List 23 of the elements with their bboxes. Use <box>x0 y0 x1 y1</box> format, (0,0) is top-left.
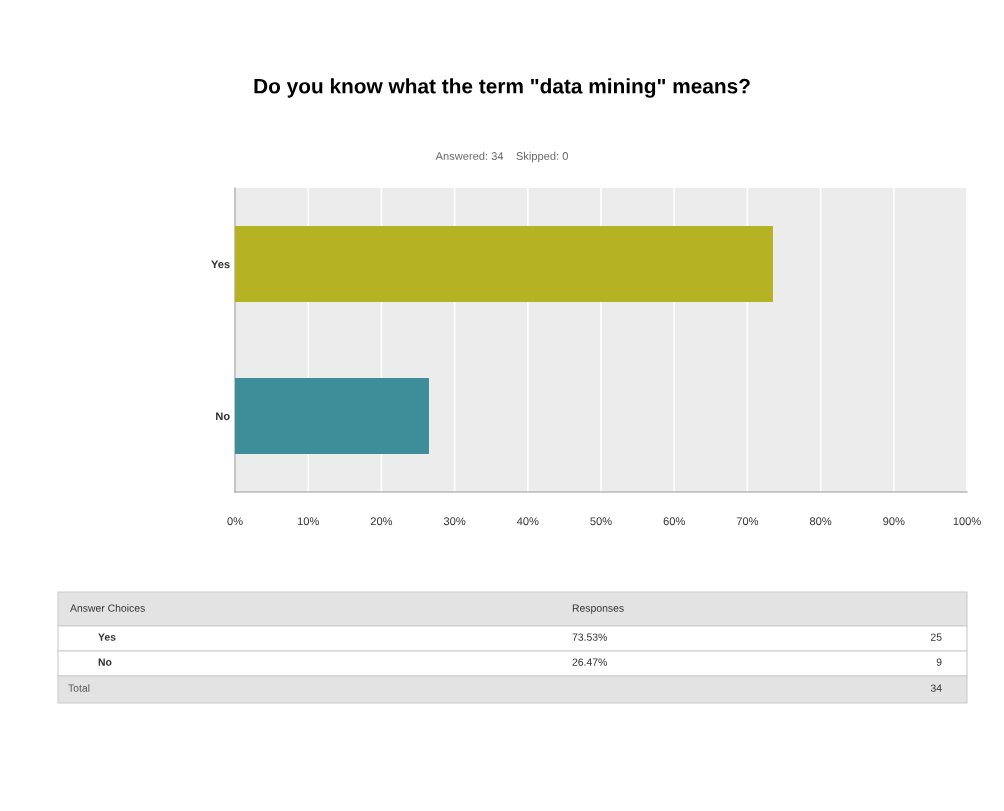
text: 9 <box>936 658 942 666</box>
x-tick-label: 20% <box>370 517 393 526</box>
x-tick-label: 40% <box>516 517 539 526</box>
x-tick-label: 80% <box>809 517 832 526</box>
chart-title: Do you know what the term "data mining" means? <box>254 78 750 98</box>
x-tick-label: 30% <box>443 517 466 526</box>
text: 26.47% <box>572 658 607 666</box>
chart-subtitle: Answered: 34 Skipped: 0 <box>435 151 568 163</box>
category-label: Yes <box>98 633 116 641</box>
text: Answer Choices <box>70 604 145 612</box>
x-tick-label: 70% <box>736 517 759 526</box>
x-tick-label: 0% <box>227 517 243 526</box>
text: 73.53% <box>572 633 607 641</box>
text: 34 <box>930 684 942 692</box>
x-tick-label: 10% <box>297 517 319 526</box>
category-label: No <box>98 658 112 666</box>
text: Responses <box>572 604 624 614</box>
text: Total <box>68 684 90 692</box>
x-tick-label: 100% <box>953 517 981 526</box>
x-tick-label: 50% <box>590 517 612 526</box>
text: 25 <box>930 633 942 641</box>
x-tick-label: 90% <box>883 517 905 526</box>
x-tick-label: 60% <box>663 517 685 526</box>
